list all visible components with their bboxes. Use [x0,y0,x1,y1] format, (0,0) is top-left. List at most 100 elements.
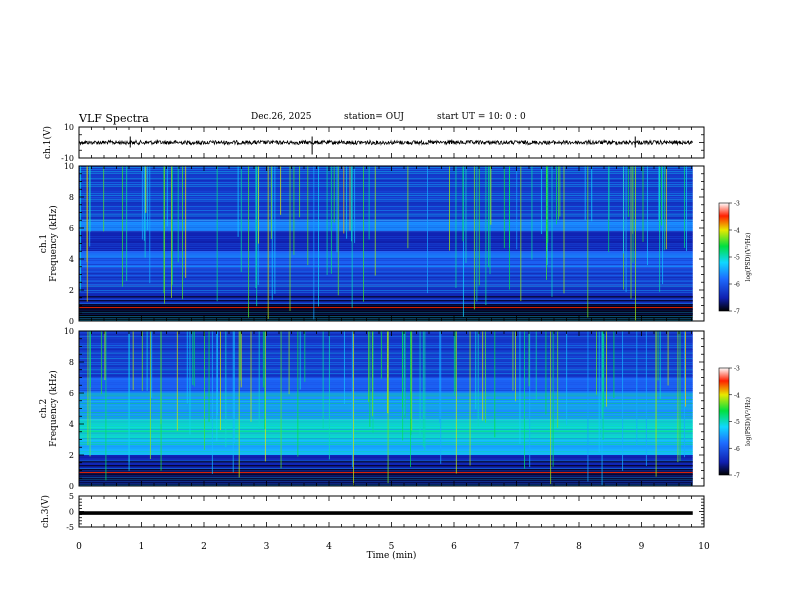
ch1-spectrogram-sferic [545,166,547,251]
ch2-spectrogram-sferic [469,331,471,466]
ch2-spectrogram-dark-line [79,465,693,467]
ch2-spectrogram-sferic [264,331,266,462]
ch2-spectrogram-sferic [258,331,260,430]
ch2-spectrogram-sferic [685,331,686,407]
ch1-spectrogram-row [79,182,693,183]
ch2-spectrogram-row [79,391,693,393]
ch2-spectrogram-sferic [204,331,206,450]
ch2-spectrogram-sferic [657,331,659,381]
ch2-spectrogram-colorbar-label: -3 [734,366,740,373]
ch2-spectrogram-sferic [566,331,568,425]
ch1-spectrogram-row [79,312,693,314]
ch2-spectrogram-row [79,388,693,389]
y-tick-label: 6 [69,224,74,233]
ch1-spectrogram-sferic [149,166,151,284]
ch1-spectrogram-row [79,230,693,232]
ch1-spectrogram-row [79,319,693,321]
ch2-spectrogram-sferic [545,331,547,415]
ch1-spectrogram-sferic [684,166,685,249]
ch2-spectrogram-sferic [238,331,240,478]
ch1-spectrogram-row [79,204,693,206]
ch1-spectrogram-colorbar-label: -7 [734,309,740,316]
ch2-spectrogram-sferic [455,331,457,392]
ch1-spectrogram-row [79,297,693,299]
ch2-spectrogram-sferic [601,331,603,416]
ch2-spectrogram-row [79,443,693,445]
ch1-spectrogram-sferic [686,166,687,251]
ch1-spectrogram-row [79,202,693,204]
ch2-spectrogram-row [79,347,693,348]
ch1-spectrogram-sferic [503,166,505,249]
ch1-spectrogram-sferic [551,166,553,297]
ch2-spectrogram-row [79,466,693,467]
ch1-spectrogram-band [79,231,693,252]
ch2-spectrogram-row [79,365,693,367]
ch2-spectrogram-row [79,449,693,451]
ch1-spectrogram-sferic [541,166,543,235]
ch1-spectrogram-sferic [642,166,644,242]
ch2-spectrogram-row [79,393,693,395]
ch1-spectrogram-sferic [237,166,239,237]
ch1-spectrogram-row [79,208,693,209]
ch2-spectrogram-row [79,350,693,352]
x-tick-label: 0 [76,542,82,552]
ch2-spectrogram-sferic [622,331,624,471]
ch2-spectrogram-row [79,352,693,354]
ch2-spectrogram-sferic [353,331,355,486]
ch2-spectrogram-sferic [535,331,537,400]
x-tick-label: 9 [639,542,645,552]
ch2-spectrogram-row [79,423,693,425]
ch1-spectrogram-sferic [145,166,147,213]
ch1-spectrogram-sferic [608,166,610,220]
ch1-spectrogram-row [79,170,693,172]
ch2-spectrogram-sferic [219,331,221,431]
ch1-spectrogram-row [79,280,693,282]
ch2-spectrogram-row [79,334,693,335]
ch1-spectrogram-row [79,191,693,193]
ch1-spectrogram-row [79,237,693,239]
ch2-spectrogram-sferic [482,331,484,421]
ch2-spectrogram-row [79,447,693,449]
ch2-spectrogram-sferic [598,331,600,453]
date-label: Dec.26, 2025 [251,112,312,122]
ch2-spectrogram-row [79,348,693,350]
ch2-spectrogram-row [79,335,693,337]
ch2-spectrogram-sferic [524,331,525,469]
ch2-spectrogram-sferic [380,331,382,379]
ch1-spectrogram-sferic [449,166,450,251]
x-tick-label: 8 [576,542,582,552]
ch2-spectrogram-sferic [328,331,330,460]
ch2-spectrogram-row [79,479,693,480]
ch2-spectrogram-row [79,386,693,387]
ch2-spectrogram-row [79,415,693,417]
ch2-spectrogram-sferic [603,331,605,408]
ch2-spectrogram-row [79,332,693,334]
ch2-spectrogram-sferic [189,331,191,435]
ch2-spectrogram-sferic [484,331,486,423]
ch1-spectrogram-sferic [661,166,662,226]
ch1-spectrogram-row [79,211,693,213]
ch1-spectrogram-channel-label: ch.1 [39,234,49,253]
ch1-spectrogram-sferic [662,166,664,285]
ch1-spectrogram-row [79,314,693,315]
ch2-spectrogram-row [79,345,693,347]
ch2-spectrogram-dark-line [79,473,693,475]
ch2-spectrogram-row [79,434,693,436]
ch1-spectrogram-row [79,215,693,217]
ch1-spectrogram-sferic [333,166,335,223]
ch1-spectrogram-sferic [646,166,648,266]
ch1-spectrogram-sferic [270,166,272,240]
ch1-spectrogram-row [79,303,693,304]
ch2-spectrogram-sferic [369,331,371,427]
ch1-spectrogram-row [79,174,693,176]
ch1-spectrogram-sferic [663,166,665,251]
ch2-spectrogram-row [79,417,693,419]
ch2-spectrogram-row [79,462,693,464]
x-axis-label: Time (min) [367,550,417,561]
ch2-spectrogram-sferic [322,331,324,429]
ch1-spectrogram-row [79,189,693,191]
ch2-spectrogram-row [79,395,693,397]
ch1-spectrogram-sferic [558,166,560,220]
ch1-spectrogram-sferic [185,166,187,278]
ch2-spectrogram-row [79,337,693,339]
